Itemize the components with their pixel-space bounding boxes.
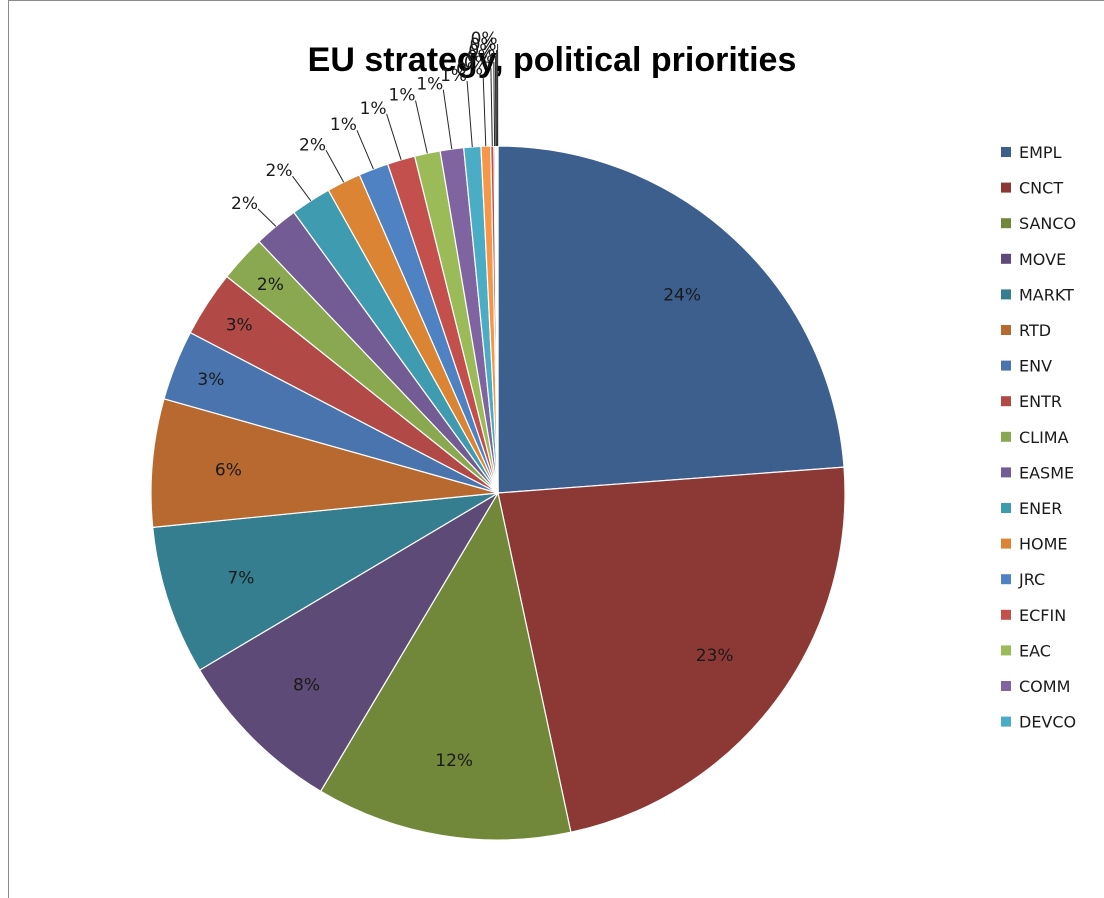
data-label-ecfin: 1%: [360, 99, 387, 119]
legend-item-easme: EASME: [1001, 463, 1074, 482]
leader-line-other-19: [493, 61, 496, 147]
legend-label-markt: MARKT: [1019, 285, 1074, 304]
data-label-comm: 1%: [416, 75, 443, 95]
legend-swatch-devco: [1001, 716, 1011, 727]
legend-item-cnct: CNCT: [1001, 179, 1063, 198]
legend-item-comm: COMM: [1001, 677, 1070, 696]
legend-label-empl: EMPL: [1019, 143, 1062, 162]
legend-item-empl: EMPL: [1001, 143, 1062, 162]
pie-slice-sanco: [319, 491, 572, 841]
legend-swatch-rtd: [1001, 325, 1011, 335]
legend-label-jrc: JRC: [1018, 570, 1045, 589]
legend-swatch-cnct: [1001, 182, 1011, 193]
leader-line-ecfin: [386, 113, 402, 160]
legend-item-ecfin: ECFIN: [1001, 606, 1066, 625]
leader-line-eac: [415, 100, 428, 154]
legend-label-home: HOME: [1019, 535, 1068, 554]
legend-item-markt: MARKT: [1001, 285, 1074, 304]
legend-swatch-clima: [1001, 431, 1011, 442]
legend-swatch-ener: [1001, 503, 1011, 513]
legend-item-jrc: JRC: [1001, 570, 1045, 589]
legend-item-home: HOME: [1001, 535, 1068, 554]
legend-swatch-empl: [1001, 147, 1011, 157]
data-label-sanco: 12%: [435, 751, 473, 771]
leader-line-other-17: [482, 74, 487, 147]
leader-line-devco: [466, 81, 473, 148]
data-label-env: 3%: [197, 370, 224, 390]
data-label-jrc: 1%: [330, 115, 357, 135]
legend-label-devco: DEVCO: [1019, 713, 1076, 732]
data-label-other-18: 0%: [464, 53, 491, 73]
data-label-other-20: 0%: [468, 41, 495, 61]
pie-slices: [150, 145, 846, 841]
pie-slice-other-22: [496, 145, 499, 494]
legend-label-ecfin: ECFIN: [1019, 606, 1066, 625]
legend-swatch-easme: [1001, 467, 1011, 478]
pie-slice-cnct: [497, 466, 846, 833]
data-label-other-19: 0%: [467, 47, 494, 67]
chart-title: EU strategy, political priorities: [308, 41, 797, 79]
legend-label-clima: CLIMA: [1019, 428, 1069, 447]
legend-swatch-markt: [1001, 289, 1011, 300]
leader-line-comm: [442, 89, 453, 150]
leader-line-home: [325, 150, 345, 183]
legend-swatch-jrc: [1001, 574, 1011, 585]
legend-swatch-env: [1001, 360, 1011, 371]
data-label-other-22: 0%: [471, 29, 498, 49]
leader-line-other-20: [494, 55, 497, 147]
legend-item-move: MOVE: [1001, 250, 1066, 269]
legend-label-ener: ENER: [1019, 499, 1062, 518]
data-label-devco: 1%: [440, 66, 467, 86]
legend-label-env: ENV: [1019, 357, 1052, 376]
pie-slice-markt: [152, 492, 499, 671]
legend-label-rtd: RTD: [1019, 321, 1051, 340]
legend-label-comm: COMM: [1019, 677, 1070, 696]
legend-label-sanco: SANCO: [1019, 214, 1076, 233]
legend-swatch-ecfin: [1001, 609, 1011, 620]
legend-swatch-home: [1001, 538, 1011, 549]
data-label-other-21: 0%: [470, 35, 497, 55]
data-label-entr: 3%: [226, 316, 253, 336]
data-label-home: 2%: [299, 135, 326, 155]
legend: EMPL CNCT SANCO MOVE MARKT RTD ENV ENTR CLIMA EAS…: [1001, 143, 1076, 732]
data-label-clima: 2%: [257, 275, 284, 295]
data-label-markt: 7%: [227, 569, 254, 589]
data-label-other-17: 0%: [456, 59, 483, 79]
data-label-ener: 2%: [266, 161, 293, 181]
data-label-easme: 2%: [231, 194, 258, 214]
legend-item-eac: EAC: [1001, 641, 1051, 660]
legend-label-easme: EASME: [1019, 463, 1074, 482]
legend-swatch-entr: [1001, 396, 1011, 407]
legend-swatch-sanco: [1001, 218, 1011, 229]
data-label-cnct: 23%: [696, 646, 734, 666]
leader-lines: [257, 43, 499, 227]
pie-slice-empl: [497, 145, 845, 494]
leader-line-other-18: [490, 68, 493, 147]
legend-swatch-comm: [1001, 681, 1011, 691]
legend-item-sanco: SANCO: [1001, 214, 1076, 233]
legend-item-clima: CLIMA: [1001, 428, 1069, 447]
legend-item-entr: ENTR: [1001, 392, 1062, 411]
pie-slice-rtd: [150, 398, 499, 529]
legend-item-ener: ENER: [1001, 499, 1062, 518]
data-label-move: 8%: [293, 675, 320, 695]
data-label-eac: 1%: [389, 86, 416, 106]
legend-swatch-move: [1001, 253, 1011, 264]
legend-label-move: MOVE: [1019, 250, 1066, 269]
data-label-rtd: 6%: [215, 460, 242, 480]
data-labels: 24%23%12%8%7%6%3%3%2%2%2%2%1%1%1%1%1%0%0…: [197, 29, 733, 771]
legend-label-cnct: CNCT: [1019, 179, 1063, 198]
legend-item-env: ENV: [1001, 357, 1052, 376]
pie-slice-move: [198, 492, 499, 793]
legend-label-eac: EAC: [1019, 641, 1051, 660]
leader-line-easme: [257, 208, 277, 227]
legend-item-rtd: RTD: [1001, 321, 1051, 340]
leader-line-jrc: [356, 130, 374, 170]
legend-swatch-eac: [1001, 645, 1011, 656]
legend-label-entr: ENTR: [1019, 392, 1062, 411]
leader-line-ener: [292, 175, 312, 202]
legend-item-devco: DEVCO: [1001, 713, 1076, 732]
data-label-empl: 24%: [663, 286, 701, 306]
